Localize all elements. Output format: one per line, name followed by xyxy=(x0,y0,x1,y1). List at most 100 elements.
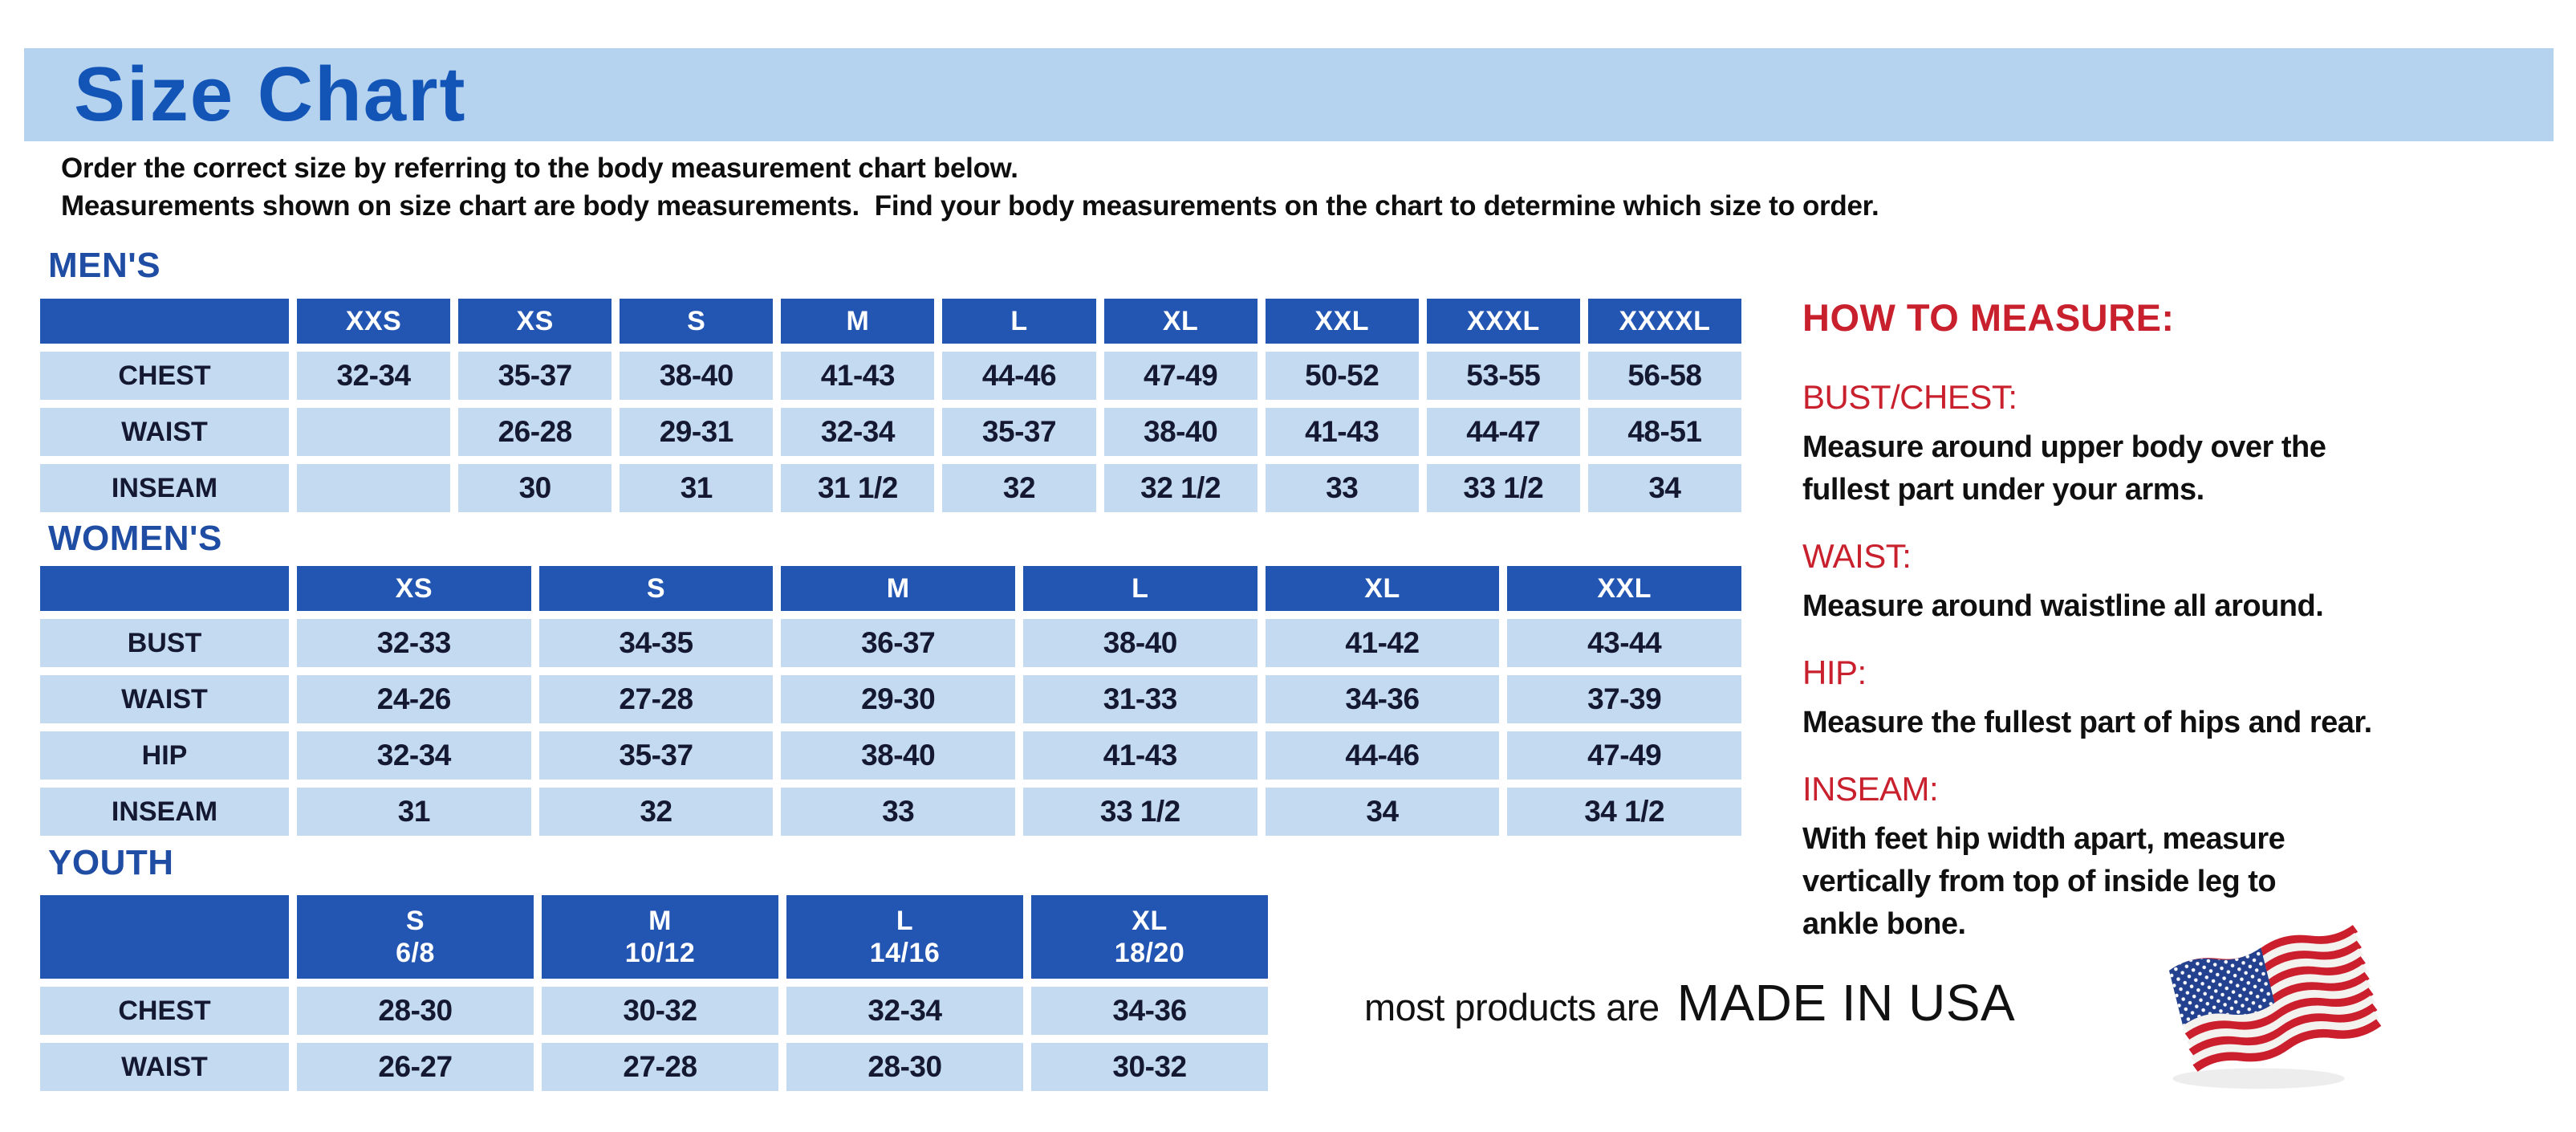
measure-label: BUST/CHEST: xyxy=(1802,378,2017,416)
value-cell: 28-30 xyxy=(297,987,534,1035)
measure-item: INSEAM: With feet hip width apart, measur… xyxy=(1802,770,2533,946)
value-cell: 53-55 xyxy=(1426,352,1580,400)
measure-text: With feet hip width apart, measure verti… xyxy=(1802,822,2285,941)
page-title: Size Chart xyxy=(74,51,467,137)
value-cell: 30-32 xyxy=(542,987,778,1035)
womens-size-table: XS S M L XL XXL BUST 32-33 34-35 36-37 38-40 41-42 4… xyxy=(40,566,1741,836)
size-header-cell: L xyxy=(1022,566,1258,611)
value-cell: 33 xyxy=(781,788,1015,836)
value-cell: 34-36 xyxy=(1031,987,1268,1035)
measure-label: WAIST: xyxy=(1802,537,1912,575)
row-label-cell: WAIST xyxy=(40,1043,289,1091)
value-cell: 33 1/2 xyxy=(1022,788,1258,836)
size-header-cell: XL 18/20 xyxy=(1031,895,1268,979)
value-cell: 41-43 xyxy=(781,352,935,400)
value-cell: 41-43 xyxy=(1022,731,1258,780)
size-header-cell: S 6/8 xyxy=(297,895,534,979)
size-header-cell: XXXL xyxy=(1426,299,1580,344)
value-cell: 26-27 xyxy=(297,1043,534,1091)
value-cell: 34-36 xyxy=(1265,675,1500,723)
size-header-cell: L xyxy=(942,299,1096,344)
measure-text: Measure around waistline all around. xyxy=(1802,589,2324,623)
row-label-cell: WAIST xyxy=(40,408,289,456)
value-cell: 44-46 xyxy=(1265,731,1500,780)
value-cell: 31-33 xyxy=(1022,675,1258,723)
mens-section-heading: MEN'S xyxy=(48,246,161,285)
measure-text: Measure around upper body over the fulle… xyxy=(1802,430,2326,507)
row-label-cell: CHEST xyxy=(40,987,289,1035)
measure-item: WAIST: Measure around waistline all aroun… xyxy=(1802,537,2533,628)
size-header-age-range: 6/8 xyxy=(396,938,435,968)
size-header-cell: XL xyxy=(1265,566,1500,611)
value-cell: 44-47 xyxy=(1426,408,1580,456)
value-cell: 31 1/2 xyxy=(781,464,935,512)
made-in-usa-text: MADE IN USA xyxy=(1676,974,2016,1032)
value-cell: 47-49 xyxy=(1103,352,1258,400)
table-corner-cell xyxy=(40,566,289,611)
value-cell: 35-37 xyxy=(538,731,774,780)
made-in-usa-note: most products are MADE IN USA xyxy=(1364,973,2015,1032)
value-cell: 34-35 xyxy=(538,619,774,667)
size-header-cell: M xyxy=(781,566,1015,611)
measure-label: INSEAM: xyxy=(1802,770,1939,808)
value-cell: 31 xyxy=(297,788,531,836)
measure-label: HIP: xyxy=(1802,654,1867,691)
size-header-age-range: 10/12 xyxy=(624,938,696,968)
value-cell: 29-31 xyxy=(620,408,774,456)
size-header-cell: XS xyxy=(458,299,612,344)
value-cell: 38-40 xyxy=(1022,619,1258,667)
value-cell: 34 1/2 xyxy=(1507,788,1741,836)
row-label-cell: HIP xyxy=(40,731,289,780)
row-label-cell: WAIST xyxy=(40,675,289,723)
us-flag-icon xyxy=(2157,917,2398,1101)
table-corner-cell xyxy=(40,299,289,344)
size-header-age-range: 14/16 xyxy=(869,938,941,968)
value-cell: 33 1/2 xyxy=(1426,464,1580,512)
value-cell: 48-51 xyxy=(1587,408,1741,456)
footer-prefix-text: most products are xyxy=(1364,986,1660,1028)
size-header-cell: XXXXL xyxy=(1587,299,1741,344)
value-cell: 27-28 xyxy=(542,1043,778,1091)
value-cell: 43-44 xyxy=(1507,619,1741,667)
how-to-measure-title: HOW TO MEASURE: xyxy=(1802,296,2175,339)
measure-item: HIP: Measure the fullest part of hips and… xyxy=(1802,654,2533,744)
size-header-cell: XS xyxy=(297,566,531,611)
size-header-cell: S xyxy=(538,566,774,611)
size-header-size: XL xyxy=(1132,906,1168,936)
value-cell: 33 xyxy=(1265,464,1419,512)
value-cell: 32-34 xyxy=(781,408,935,456)
size-header-size: S xyxy=(405,906,425,936)
womens-section-heading: WOMEN'S xyxy=(48,519,222,558)
size-header-size: M xyxy=(648,906,672,936)
value-cell: 50-52 xyxy=(1265,352,1419,400)
how-to-measure-list: BUST/CHEST: Measure around upper body ove… xyxy=(1802,378,2533,946)
how-to-measure-section: HOW TO MEASURE: BUST/CHEST: Measure aroun… xyxy=(1802,295,2533,946)
row-label-cell: BUST xyxy=(40,619,289,667)
intro-line-2: Measurements shown on size chart are bod… xyxy=(61,190,1879,222)
youth-size-table: S 6/8 M 10/12 L 14/16 XL 18/20 CHEST 28-30 30-32 32… xyxy=(40,895,1268,1091)
value-cell: 35-37 xyxy=(942,408,1096,456)
intro-line-1: Order the correct size by referring to t… xyxy=(61,153,1018,184)
value-cell: 41-43 xyxy=(1265,408,1419,456)
value-cell: 32-33 xyxy=(297,619,531,667)
intro-text: Order the correct size by referring to t… xyxy=(61,149,1879,225)
value-cell: 32-34 xyxy=(297,352,451,400)
value-cell: 38-40 xyxy=(1103,408,1258,456)
row-label-cell: CHEST xyxy=(40,352,289,400)
measure-item: BUST/CHEST: Measure around upper body ove… xyxy=(1802,378,2533,511)
title-banner: Size Chart xyxy=(24,48,2554,141)
size-header-cell: M xyxy=(781,299,935,344)
value-cell xyxy=(297,464,451,512)
value-cell: 30 xyxy=(458,464,612,512)
value-cell: 32-34 xyxy=(786,987,1023,1035)
value-cell: 32-34 xyxy=(297,731,531,780)
value-cell: 47-49 xyxy=(1507,731,1741,780)
youth-section-heading: YOUTH xyxy=(48,843,174,882)
value-cell: 32 1/2 xyxy=(1103,464,1258,512)
value-cell: 37-39 xyxy=(1507,675,1741,723)
size-header-size: L xyxy=(896,906,914,936)
size-header-cell: XL xyxy=(1103,299,1258,344)
size-header-cell: XXL xyxy=(1265,299,1419,344)
size-header-cell: L 14/16 xyxy=(786,895,1023,979)
value-cell: 32 xyxy=(538,788,774,836)
